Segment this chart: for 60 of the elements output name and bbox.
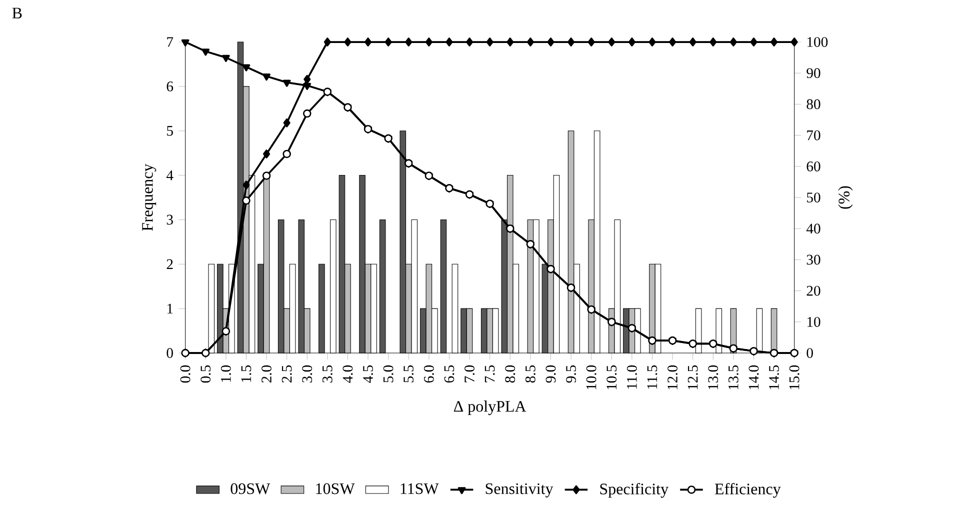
- y2-tick-label: 100: [807, 37, 828, 47]
- legend-label: 10SW: [316, 483, 355, 494]
- x-axis-title: Δ polyPLA: [454, 400, 526, 416]
- x-tick-label: 2.0: [262, 365, 272, 383]
- x-tick-label: 10.5: [606, 365, 617, 390]
- y-tick-label: 5: [167, 126, 173, 136]
- x-tick-label: 3.0: [302, 365, 312, 382]
- text: B: [12, 8, 22, 18]
- y2-tick-label: 50: [807, 192, 820, 202]
- x-tick-label: 8.0: [505, 365, 516, 383]
- x-tick-label: 1.5: [241, 365, 252, 382]
- x-tick-label: 9.0: [546, 365, 556, 383]
- y-axis-title: Frequency: [142, 164, 156, 231]
- x-tick-label: 5.0: [383, 365, 394, 382]
- y2-tick-label: 20: [806, 286, 820, 296]
- x-tick-label: 14.0: [748, 365, 759, 390]
- x-tick-label: 5.5: [404, 365, 414, 382]
- y-tick-label: 7: [167, 37, 174, 47]
- legend-label: Sensitivity: [486, 483, 554, 498]
- legend-label: 09SW: [230, 483, 270, 494]
- x-tick-label: 4.5: [363, 365, 373, 383]
- y-tick-label: 0: [166, 348, 173, 358]
- legend-label: Efficiency: [714, 482, 781, 498]
- y2-tick-label: 80: [806, 99, 820, 110]
- legend-label: 11SW: [400, 483, 439, 494]
- y2-tick-label: 60: [806, 161, 820, 172]
- y2-tick-label: 10: [807, 316, 820, 327]
- x-tick-label: 0.5: [200, 365, 211, 383]
- x-tick-label: 1.0: [220, 365, 231, 382]
- x-tick-label: 6.0: [424, 365, 434, 383]
- x-tick-label: 11.0: [626, 365, 637, 389]
- x-tick-label: 14.5: [769, 365, 779, 390]
- x-tick-label: 13.0: [708, 365, 718, 390]
- y2-tick-label: 40: [806, 224, 820, 234]
- x-tick-label: 8.5: [525, 365, 536, 383]
- y2-tick-label: 30: [806, 254, 820, 265]
- x-tick-label: 12.0: [668, 365, 678, 390]
- x-tick-label: 7.5: [484, 365, 495, 382]
- x-tick-label: 9.5: [566, 365, 576, 383]
- y2-tick-label: 70: [807, 130, 820, 140]
- legend-label: Specificity: [600, 482, 668, 498]
- y-tick-label: 1: [167, 304, 173, 314]
- x-tick-label: 6.5: [444, 365, 454, 383]
- x-tick-label: 2.5: [282, 365, 292, 383]
- y-tick-label: 4: [166, 170, 174, 180]
- x-tick-label: 11.5: [647, 365, 658, 389]
- y-tick-label: 2: [166, 259, 173, 269]
- x-tick-label: 0.0: [180, 365, 190, 383]
- y2-tick-label: 90: [806, 68, 820, 78]
- x-tick-label: 10.0: [586, 365, 596, 390]
- x-tick-label: 15.0: [789, 365, 800, 390]
- y2-axis-title: (%): [838, 186, 853, 209]
- x-tick-label: 13.5: [728, 365, 738, 390]
- y-tick-label: 3: [166, 214, 173, 225]
- y2-tick-label: 0: [806, 348, 813, 358]
- x-tick-label: 7.0: [464, 365, 475, 382]
- y-tick-label: 6: [166, 82, 174, 92]
- x-tick-label: 12.5: [688, 365, 698, 390]
- x-tick-label: 3.5: [322, 365, 332, 382]
- x-tick-label: 4.0: [342, 365, 353, 383]
